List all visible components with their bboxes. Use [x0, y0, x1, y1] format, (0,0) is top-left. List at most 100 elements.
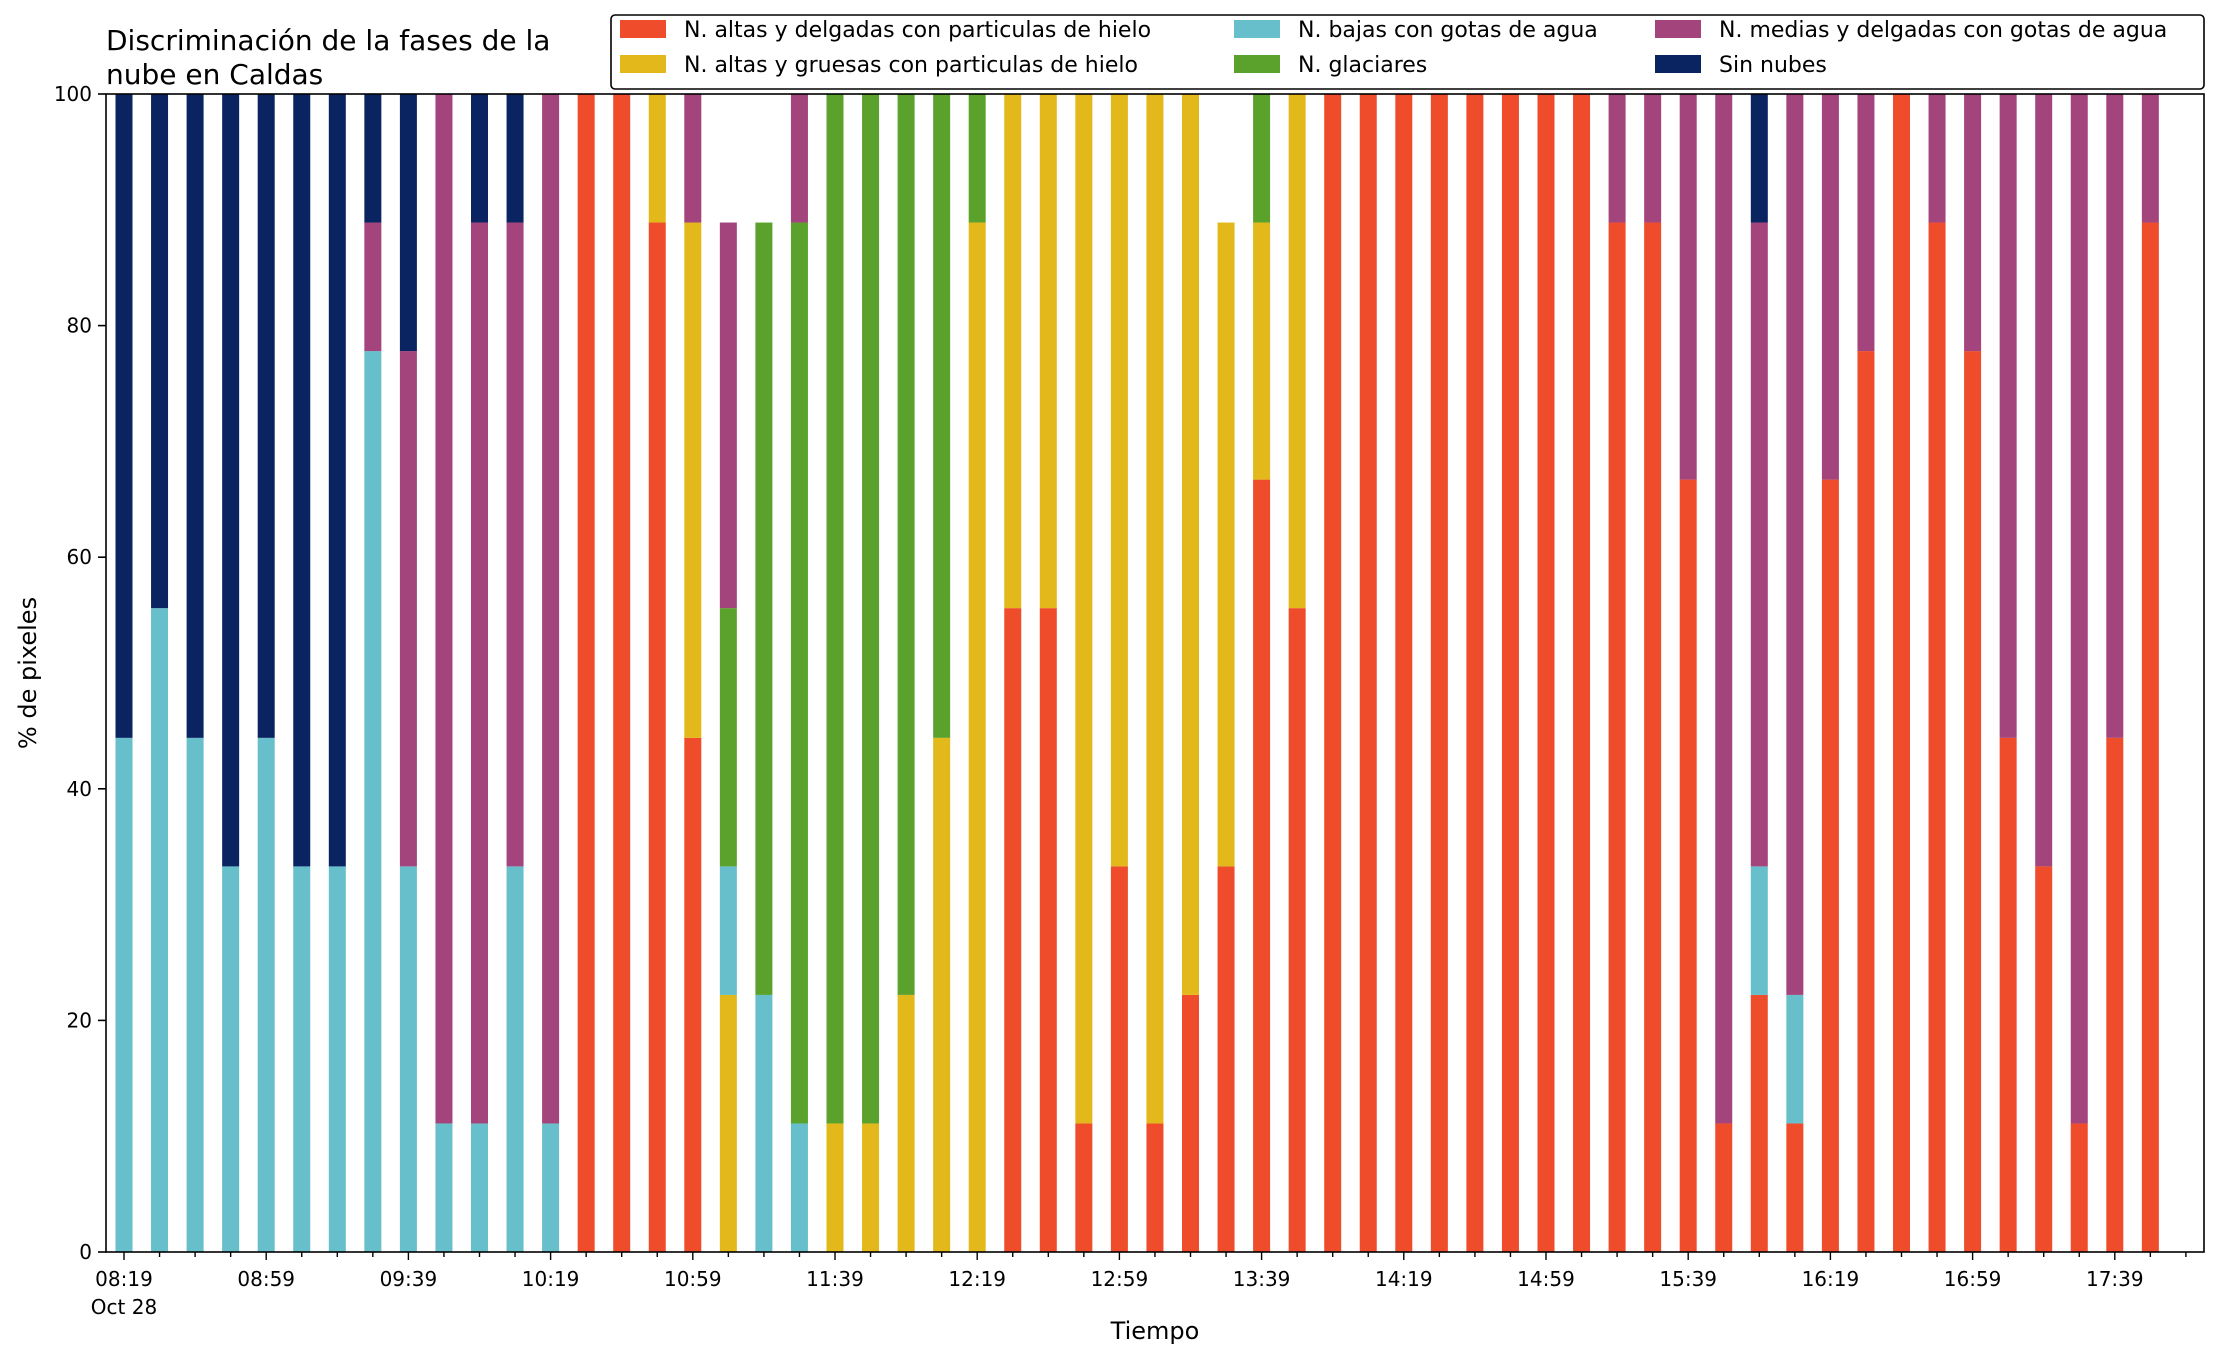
bar-segment-56-series-0 [2106, 737, 2124, 1252]
bar-segment-32-series-1 [1253, 222, 1271, 480]
bar-segment-31-series-0 [1217, 866, 1235, 1252]
bar-segment-48-series-0 [1821, 479, 1839, 1252]
bar-segment-55-series-0 [2070, 1123, 2088, 1252]
bar-segment-34-series-0 [1324, 94, 1342, 1252]
bar-segment-14-series-0 [613, 94, 631, 1252]
bar-segment-47-series-4 [1786, 94, 1804, 995]
bar-segment-25-series-1 [1004, 94, 1022, 609]
legend-swatch-0 [620, 20, 666, 38]
bar-segment-52-series-0 [1964, 351, 1982, 1253]
bar-segment-21-series-3 [862, 94, 880, 1124]
bar-segment-11-series-2 [506, 866, 524, 1252]
bar-segment-4-series-2 [257, 737, 275, 1252]
bar-segment-27-series-1 [1075, 94, 1093, 1124]
bar-segment-42-series-0 [1608, 222, 1626, 1252]
bar-segment-28-series-1 [1110, 94, 1128, 867]
bar-segment-27-series-0 [1075, 1123, 1093, 1252]
bar-segment-16-series-4 [684, 94, 702, 223]
x-tick-sublabel: Oct 28 [91, 1295, 157, 1319]
x-tick-label: 14:59 [1517, 1267, 1575, 1291]
bar-segment-17-series-2 [719, 866, 737, 995]
bar-segment-41-series-0 [1573, 94, 1591, 1252]
x-tick-label: 14:19 [1375, 1267, 1433, 1291]
bar-segment-8-series-2 [399, 866, 417, 1252]
bar-segment-7-series-4 [364, 222, 382, 352]
bar-segment-44-series-0 [1679, 479, 1697, 1252]
legend-label-2: N. bajas con gotas de agua [1298, 18, 1598, 43]
bar-segment-46-series-0 [1750, 994, 1768, 1252]
bar-segment-11-series-5 [506, 94, 524, 223]
bar-segment-13-series-0 [577, 94, 595, 1252]
bar-segment-10-series-5 [471, 94, 488, 223]
bar-segment-29-series-0 [1146, 1123, 1164, 1252]
bar-segment-29-series-1 [1146, 94, 1164, 1124]
bar-segment-48-series-4 [1821, 94, 1839, 480]
bar-segment-8-series-4 [399, 351, 417, 867]
legend-swatch-1 [620, 55, 666, 73]
y-tick-label: 60 [67, 545, 92, 569]
bar-segment-25-series-0 [1004, 608, 1022, 1252]
bar-segment-44-series-4 [1679, 94, 1697, 480]
bar-segment-35-series-0 [1359, 94, 1377, 1252]
bar-segment-3-series-2 [222, 866, 240, 1252]
y-tick-label: 20 [67, 1008, 92, 1032]
bar-segment-51-series-0 [1928, 222, 1946, 1252]
bar-segment-47-series-2 [1786, 994, 1804, 1124]
legend: N. altas y delgadas con particulas de hi… [610, 14, 2205, 90]
y-tick-label: 0 [79, 1240, 92, 1264]
bar-segment-54-series-0 [2035, 866, 2053, 1252]
bar-segment-6-series-2 [328, 866, 346, 1252]
bar-segment-49-series-0 [1857, 351, 1875, 1253]
bar-segment-5-series-2 [293, 866, 311, 1252]
x-tick-label: 10:19 [522, 1267, 580, 1291]
bar-segment-17-series-4 [719, 222, 737, 609]
bar-segment-26-series-1 [1039, 94, 1057, 609]
bar-segment-22-series-1 [897, 994, 915, 1252]
bar-segment-30-series-1 [1182, 94, 1199, 995]
x-axis-label: Tiempo [1110, 1317, 1200, 1345]
bars-group [115, 94, 2159, 1253]
y-axis-label: % de pixeles [14, 597, 42, 749]
bar-segment-1-series-5 [151, 94, 169, 609]
bar-segment-46-series-2 [1750, 866, 1768, 995]
bar-segment-45-series-4 [1715, 94, 1733, 1124]
bar-segment-40-series-0 [1537, 94, 1555, 1252]
bar-segment-45-series-0 [1715, 1123, 1733, 1252]
bar-segment-1-series-2 [151, 608, 169, 1252]
bar-segment-9-series-4 [435, 94, 453, 1124]
bar-segment-43-series-0 [1644, 222, 1662, 1252]
x-tick-label: 11:39 [806, 1267, 864, 1291]
bar-segment-15-series-0 [648, 222, 666, 1252]
chart-title-line-1: Discriminación de la fases de la [106, 24, 550, 57]
x-tick-label: 08:59 [237, 1267, 295, 1291]
bar-segment-38-series-0 [1466, 94, 1484, 1252]
bar-segment-50-series-0 [1893, 94, 1910, 1252]
bar-segment-20-series-1 [826, 1123, 844, 1252]
bar-segment-4-series-5 [257, 94, 275, 738]
bar-segment-57-series-4 [2141, 94, 2159, 223]
bar-segment-11-series-4 [506, 222, 524, 867]
bar-segment-51-series-4 [1928, 94, 1946, 223]
bar-segment-37-series-0 [1430, 94, 1448, 1252]
plot-frame [105, 93, 2205, 1253]
x-tick-label: 16:19 [1802, 1267, 1860, 1291]
legend-label-4: N. medias y delgadas con gotas de agua [1719, 18, 2167, 43]
bar-segment-2-series-2 [186, 737, 204, 1252]
chart-title-line-2: nube en Caldas [106, 58, 323, 91]
bar-segment-47-series-0 [1786, 1123, 1804, 1252]
bar-segment-19-series-4 [790, 94, 808, 223]
bar-segment-53-series-0 [1999, 737, 2017, 1252]
bar-segment-17-series-3 [719, 608, 737, 867]
x-tick-label: 17:39 [2086, 1267, 2144, 1291]
bar-segment-19-series-3 [790, 222, 808, 1124]
bar-segment-23-series-3 [933, 94, 951, 738]
bar-segment-9-series-2 [435, 1123, 453, 1252]
x-tick-label: 12:19 [948, 1267, 1006, 1291]
x-tick-label: 10:59 [664, 1267, 722, 1291]
legend-swatch-5 [1655, 55, 1701, 73]
bar-segment-10-series-2 [471, 1123, 488, 1252]
bar-segment-30-series-0 [1182, 994, 1199, 1252]
bar-segment-39-series-0 [1501, 94, 1519, 1252]
bar-segment-5-series-5 [293, 94, 311, 867]
bar-segment-55-series-4 [2070, 94, 2088, 1124]
